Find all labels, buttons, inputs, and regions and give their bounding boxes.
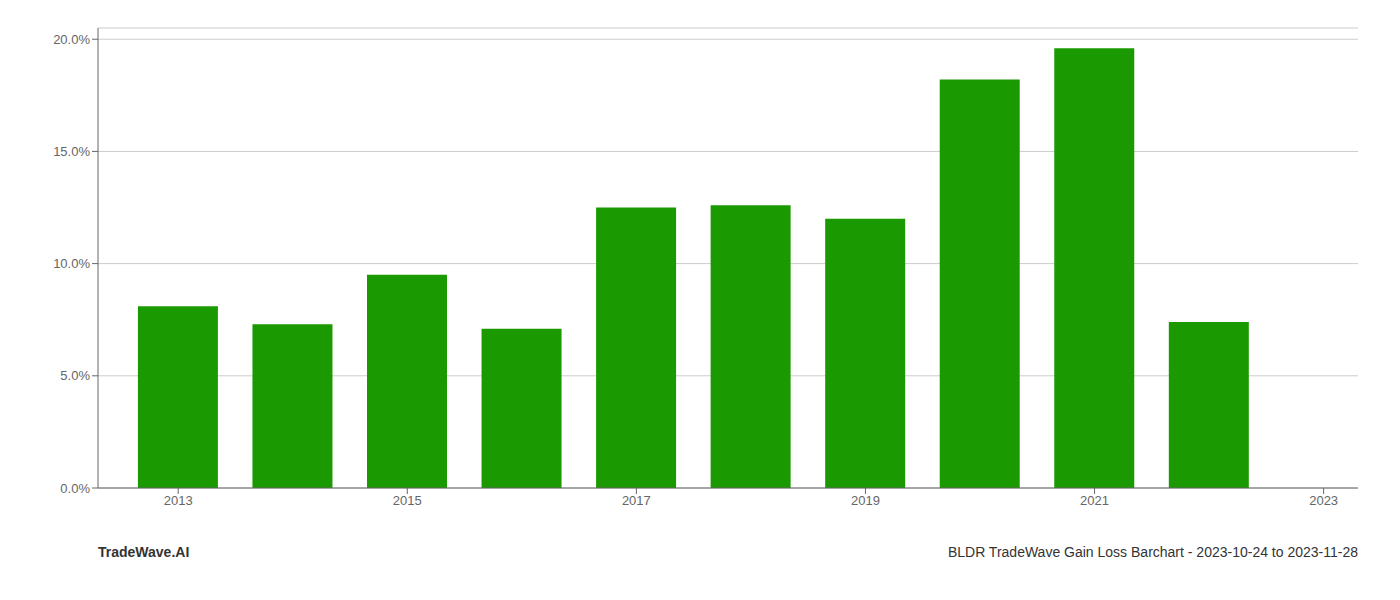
svg-text:0.0%: 0.0% bbox=[60, 481, 90, 496]
svg-text:2015: 2015 bbox=[393, 493, 422, 508]
svg-text:2017: 2017 bbox=[622, 493, 651, 508]
html-text:BLDR TradeWave Gain Loss Barch: BLDR TradeWave Gain Loss Barchart - 2023… bbox=[947, 544, 1358, 560]
svg-text:2013: 2013 bbox=[164, 493, 193, 508]
svg-text:2021: 2021 bbox=[1080, 493, 1109, 508]
svg-text:5.0%: 5.0% bbox=[60, 368, 90, 383]
html-text:TradeWave.AI: TradeWave.AI bbox=[98, 544, 190, 560]
svg-text:20.0%: 20.0% bbox=[53, 32, 90, 47]
svg-text:15.0%: 15.0% bbox=[53, 144, 90, 159]
svg-text:2023: 2023 bbox=[1309, 493, 1338, 508]
svg-text:2019: 2019 bbox=[851, 493, 880, 508]
svg-text:10.0%: 10.0% bbox=[53, 256, 90, 271]
